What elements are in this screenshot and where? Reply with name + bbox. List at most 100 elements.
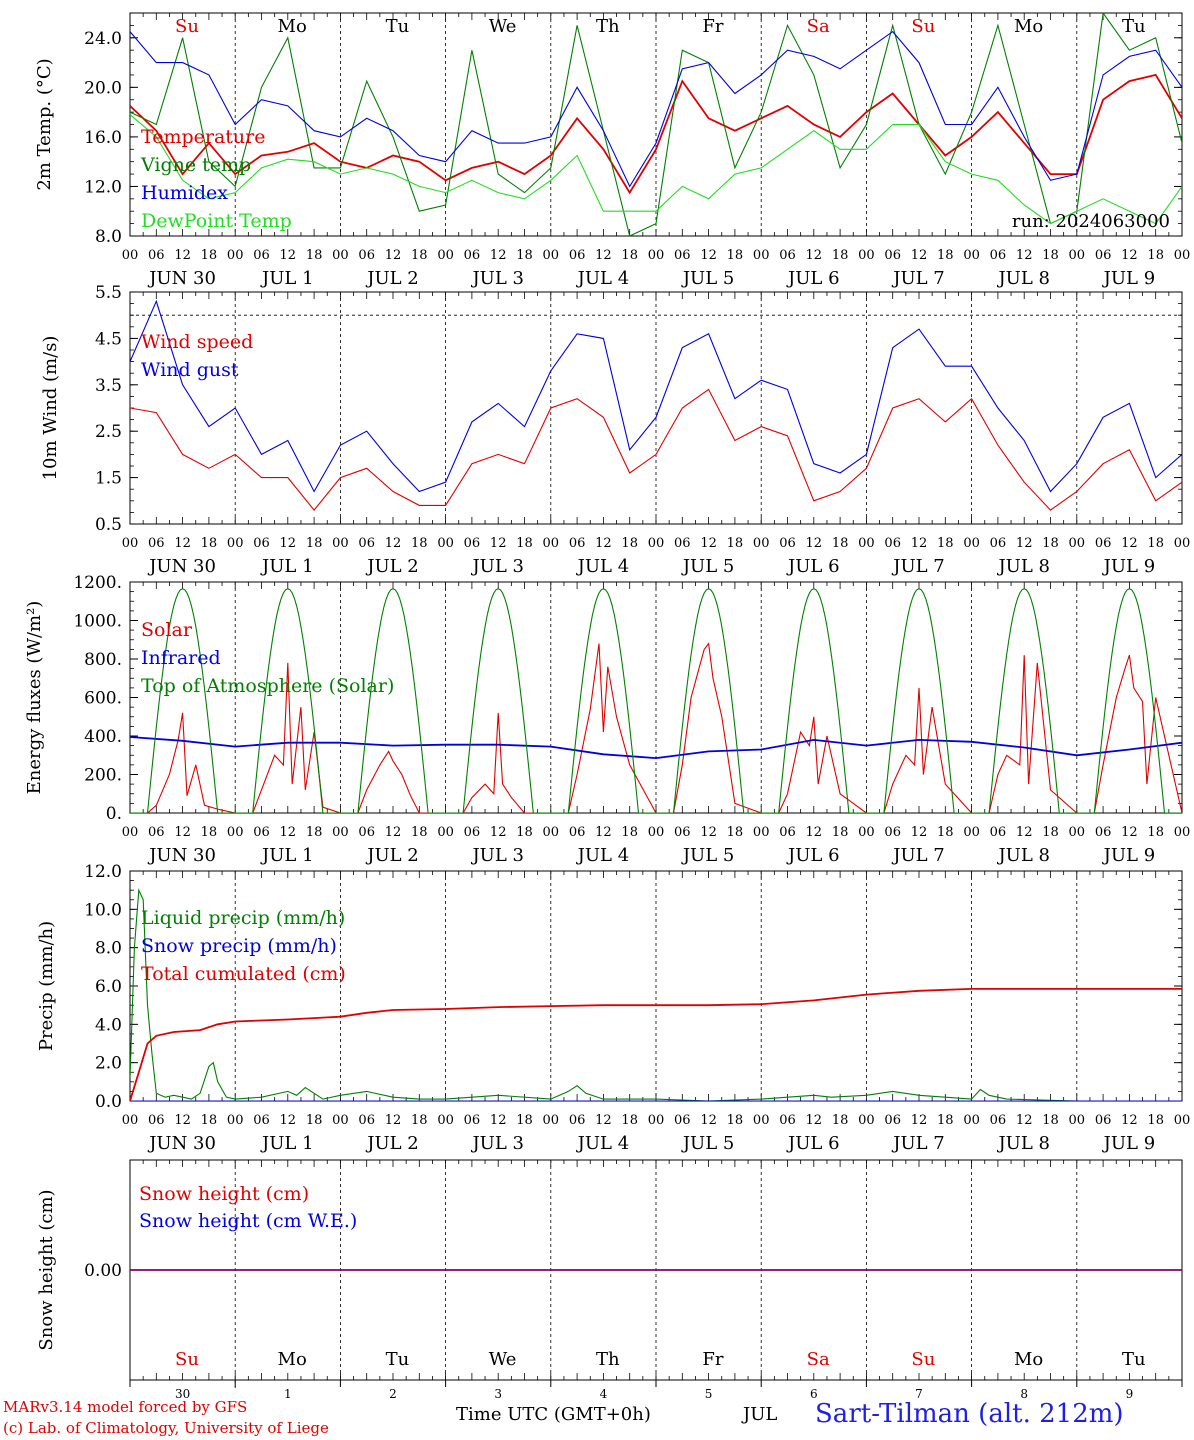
hour-label: 18	[1147, 1113, 1164, 1128]
hour-label: 18	[937, 248, 954, 263]
date-label: JUL 8	[996, 556, 1050, 577]
series-humidex	[130, 30, 1182, 188]
legend-snow-height-cm-w-e-: Snow height (cm W.E.)	[139, 1210, 357, 1232]
hour-label: 06	[1095, 825, 1112, 840]
hour-label: 12	[280, 1113, 297, 1128]
day-label-top: We	[489, 16, 517, 37]
y-tick-label: 600.	[84, 689, 122, 709]
hour-label: 06	[358, 825, 375, 840]
date-label: JUL 9	[1102, 556, 1156, 577]
run-annotation: run: 2024063000	[1012, 211, 1170, 232]
hour-label: 06	[358, 248, 375, 263]
hour-label: 12	[806, 825, 823, 840]
hour-label: 00	[437, 248, 454, 263]
date-label: JUL 1	[260, 556, 314, 577]
hour-label: 00	[332, 248, 349, 263]
hour-label: 00	[543, 248, 560, 263]
date-label: JUL 2	[365, 1133, 419, 1154]
date-label: JUL 2	[365, 556, 419, 577]
hour-label: 12	[911, 825, 928, 840]
hour-label: 00	[227, 1113, 244, 1128]
hour-label: 06	[674, 825, 691, 840]
bottom-day-number: 3	[494, 1387, 502, 1401]
footer-model-text: MARv3.14 model forced by GFS	[3, 1398, 248, 1416]
panel-4: 0.0 2.0 4.0 6.0 8.0 10.0 12.0 Precip (mm/h) Liqu…	[36, 862, 1190, 1154]
series-wind-gust	[130, 299, 1182, 493]
y-tick-label: 400.	[84, 727, 122, 747]
hour-label: 06	[674, 1113, 691, 1128]
legend-infrared: Infrared	[141, 647, 221, 669]
date-label: JUL 3	[470, 268, 524, 289]
date-label: JUL 7	[891, 268, 945, 289]
hour-label: 18	[727, 1113, 744, 1128]
hour-label: 06	[253, 536, 270, 551]
hour-label: 12	[911, 248, 928, 263]
hour-label: 18	[937, 825, 954, 840]
hour-label: 18	[1042, 1113, 1059, 1128]
hour-label: 18	[306, 1113, 323, 1128]
date-label: JUL 5	[681, 556, 735, 577]
date-label: JUL 4	[576, 268, 630, 289]
series-temperature	[130, 73, 1182, 195]
hour-label: 06	[779, 825, 796, 840]
hour-label: 00	[648, 248, 665, 263]
legend-snow-precip-mm-h-: Snow precip (mm/h)	[141, 935, 337, 957]
hour-label: 06	[569, 1113, 586, 1128]
hour-label: 18	[201, 1113, 218, 1128]
hour-label: 12	[1016, 825, 1033, 840]
series-group	[130, 588, 1182, 813]
y-tick-label: 1000.	[73, 612, 122, 632]
hour-label: 00	[543, 825, 560, 840]
panel-3: 0. 200. 400. 600. 800. 1000. 1200. Energy fluxe…	[24, 573, 1190, 866]
date-label: JUL 3	[470, 1133, 524, 1154]
hour-label: 06	[884, 825, 901, 840]
hour-label: 00	[227, 536, 244, 551]
hour-label: 06	[779, 536, 796, 551]
hour-label: 12	[490, 248, 507, 263]
date-label: JUL 1	[260, 268, 314, 289]
hour-label: 06	[148, 248, 165, 263]
hour-label: 18	[516, 248, 533, 263]
date-label: JUL 4	[576, 556, 630, 577]
hour-label: 06	[1095, 536, 1112, 551]
hour-label: 18	[937, 1113, 954, 1128]
hour-label: 00	[753, 825, 770, 840]
bottom-day-number: 6	[810, 1387, 818, 1401]
legend-temperature: Temperature	[141, 126, 265, 148]
legend-wind-gust: Wind gust	[141, 359, 239, 381]
hour-label: 00	[122, 1113, 139, 1128]
hour-label: 18	[937, 536, 954, 551]
hour-label: 00	[648, 825, 665, 840]
hour-label: 18	[832, 825, 849, 840]
hour-label: 12	[1016, 536, 1033, 551]
hour-label: 12	[385, 536, 402, 551]
hour-label: 12	[280, 248, 297, 263]
y-tick-label: 8.0	[95, 939, 122, 959]
day-label-top: Mo	[278, 16, 307, 37]
hour-label: 06	[884, 1113, 901, 1128]
hour-label: 00	[858, 1113, 875, 1128]
date-label: JUL 5	[681, 1133, 735, 1154]
hour-label: 18	[727, 536, 744, 551]
hour-label: 00	[1174, 536, 1191, 551]
legend-humidex: Humidex	[141, 182, 228, 204]
hour-label: 00	[227, 248, 244, 263]
day-label-top: Su	[911, 16, 935, 37]
hour-label: 00	[963, 825, 980, 840]
hour-label: 00	[753, 248, 770, 263]
panel-5: 0.00 Snow height (cm) Snow height (cm) Snow…	[36, 1159, 1183, 1381]
date-label: JUN 30	[147, 268, 216, 289]
hour-label: 12	[595, 825, 612, 840]
hour-label: 12	[280, 536, 297, 551]
hour-label: 00	[332, 1113, 349, 1128]
hour-label: 12	[911, 1113, 928, 1128]
y-tick-label: 3.5	[95, 376, 122, 396]
date-label: JUL 7	[891, 556, 945, 577]
hour-label: 12	[595, 1113, 612, 1128]
hour-label: 00	[332, 825, 349, 840]
date-label: JUL 8	[996, 268, 1050, 289]
hour-label: 12	[700, 825, 717, 840]
hour-label: 00	[543, 1113, 560, 1128]
y-tick-label: 12.0	[84, 177, 122, 197]
